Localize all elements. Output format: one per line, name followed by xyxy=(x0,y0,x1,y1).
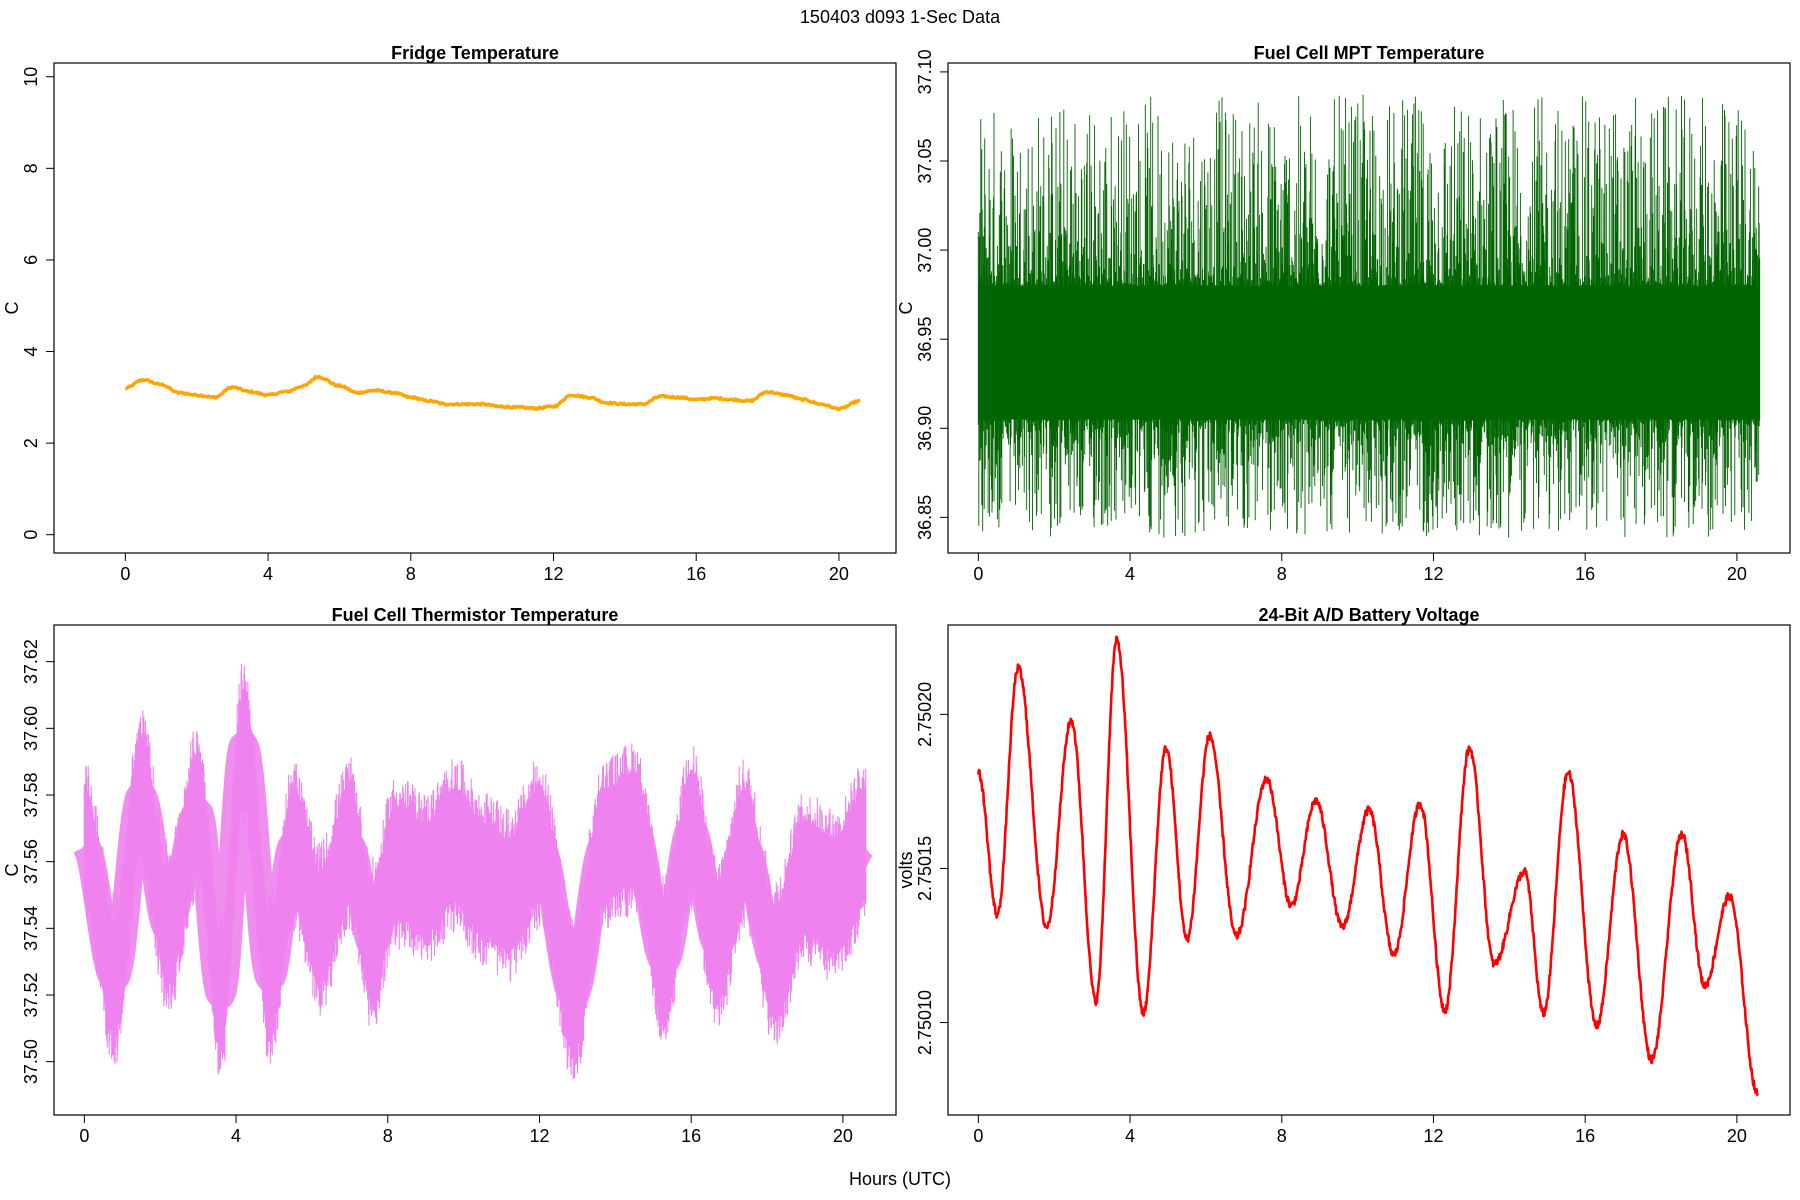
x-tick-label: 12 xyxy=(1423,1126,1443,1146)
plot-frame xyxy=(947,62,1791,554)
y-tick-label: 2.75010 xyxy=(915,990,935,1055)
y-tick-label: 0 xyxy=(21,530,41,540)
x-tick-label: 20 xyxy=(829,564,849,584)
x-tick-label: 0 xyxy=(120,564,130,584)
y-tick-label: 37.58 xyxy=(21,772,41,817)
x-tick-label: 0 xyxy=(973,564,983,584)
x-tick-label: 12 xyxy=(543,564,563,584)
plot-area xyxy=(977,94,1761,538)
y-axis-label: volts xyxy=(896,851,916,888)
plot-area xyxy=(124,374,861,412)
chart-panel-4: 24-Bit A/D Battery Voltage volts 0 4 8 12 16 20… xyxy=(896,605,1791,1146)
x-tick-label: 16 xyxy=(1575,1126,1595,1146)
plot-frame xyxy=(53,624,897,1116)
y-tick-label: 36.95 xyxy=(915,317,935,362)
y-axis-label: C xyxy=(2,302,22,315)
y-tick-label: 37.56 xyxy=(21,839,41,884)
x-tick-label: 20 xyxy=(1727,564,1747,584)
plot-frame xyxy=(947,624,1791,1116)
x-tick-label: 20 xyxy=(833,1126,853,1146)
y-tick-label: 4 xyxy=(21,346,41,356)
y-tick-label: 37.62 xyxy=(21,639,41,684)
y-tick-label: 2.75015 xyxy=(915,836,935,901)
plot-area xyxy=(977,635,1759,1096)
y-tick-label: 2 xyxy=(21,438,41,448)
y-tick-label: 37.50 xyxy=(21,1039,41,1084)
series-line xyxy=(977,635,1759,1096)
x-tick-label: 16 xyxy=(1575,564,1595,584)
y-tick-label: 36.90 xyxy=(915,406,935,451)
panel-title: Fridge Temperature xyxy=(391,43,559,63)
x-tick-label: 4 xyxy=(1125,1126,1135,1146)
panel-title: Fuel Cell Thermistor Temperature xyxy=(332,605,619,625)
x-tick-label: 16 xyxy=(686,564,706,584)
x-tick-label: 4 xyxy=(1125,564,1135,584)
y-tick-label: 37.10 xyxy=(915,49,935,94)
noise-core xyxy=(978,307,1760,398)
x-tick-label: 8 xyxy=(406,564,416,584)
x-tick-label: 4 xyxy=(263,564,273,584)
y-tick-label: 37.60 xyxy=(21,706,41,751)
y-axis-label: C xyxy=(2,864,22,877)
x-tick-label: 0 xyxy=(79,1126,89,1146)
x-tick-label: 0 xyxy=(973,1126,983,1146)
plot-frame xyxy=(53,62,897,554)
y-tick-label: 37.00 xyxy=(915,228,935,273)
panel-title: Fuel Cell MPT Temperature xyxy=(1254,43,1485,63)
x-tick-label: 8 xyxy=(1277,564,1287,584)
figure-xlabel: Hours (UTC) xyxy=(849,1169,951,1189)
y-tick-label: 10 xyxy=(21,67,41,87)
x-tick-label: 4 xyxy=(231,1126,241,1146)
x-tick-label: 12 xyxy=(529,1126,549,1146)
series-line xyxy=(124,374,861,412)
y-tick-label: 36.85 xyxy=(915,495,935,540)
y-tick-label: 6 xyxy=(21,255,41,265)
panel-title: 24-Bit A/D Battery Voltage xyxy=(1258,605,1479,625)
y-tick-label: 37.52 xyxy=(21,972,41,1017)
y-tick-label: 2.75020 xyxy=(915,682,935,747)
x-tick-label: 8 xyxy=(383,1126,393,1146)
series-core xyxy=(72,731,878,1009)
y-tick-label: 37.54 xyxy=(21,906,41,951)
chart-panel-2: Fuel Cell MPT Temperature C 0 4 8 12 16 20 36.85… xyxy=(896,43,1791,584)
figure-title: 150403 d093 1-Sec Data xyxy=(800,7,1001,27)
x-tick-label: 16 xyxy=(681,1126,701,1146)
y-axis-label: C xyxy=(896,302,916,315)
plot-area xyxy=(72,663,878,1080)
chart-panel-3: Fuel Cell Thermistor Temperature C 0 4 8 12 16… xyxy=(2,605,897,1146)
y-tick-label: 37.05 xyxy=(915,138,935,183)
x-tick-label: 12 xyxy=(1423,564,1443,584)
y-tick-label: 8 xyxy=(21,163,41,173)
x-tick-label: 20 xyxy=(1727,1126,1747,1146)
chart-panel-1: Fridge Temperature C 0 4 8 12 16 20 0 2 4 6 8 10 xyxy=(2,43,897,584)
x-tick-label: 8 xyxy=(1277,1126,1287,1146)
